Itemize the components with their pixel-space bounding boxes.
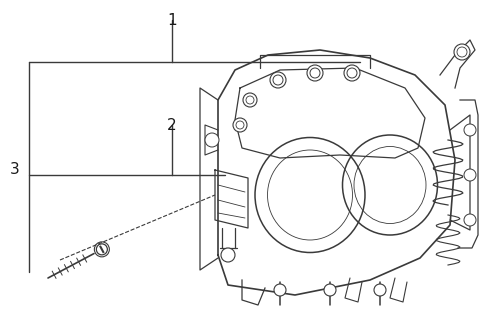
- Circle shape: [454, 44, 470, 60]
- Circle shape: [205, 133, 219, 147]
- Circle shape: [96, 244, 108, 255]
- Circle shape: [464, 124, 476, 136]
- Circle shape: [274, 284, 286, 296]
- Text: 1: 1: [167, 13, 177, 28]
- Text: 3: 3: [10, 162, 20, 177]
- Circle shape: [233, 118, 247, 132]
- Circle shape: [243, 93, 257, 107]
- Circle shape: [464, 214, 476, 226]
- Circle shape: [324, 284, 336, 296]
- Circle shape: [270, 72, 286, 88]
- Text: 2: 2: [167, 118, 177, 133]
- Circle shape: [464, 169, 476, 181]
- Circle shape: [344, 65, 360, 81]
- Circle shape: [374, 284, 386, 296]
- Circle shape: [307, 65, 323, 81]
- Circle shape: [221, 248, 235, 262]
